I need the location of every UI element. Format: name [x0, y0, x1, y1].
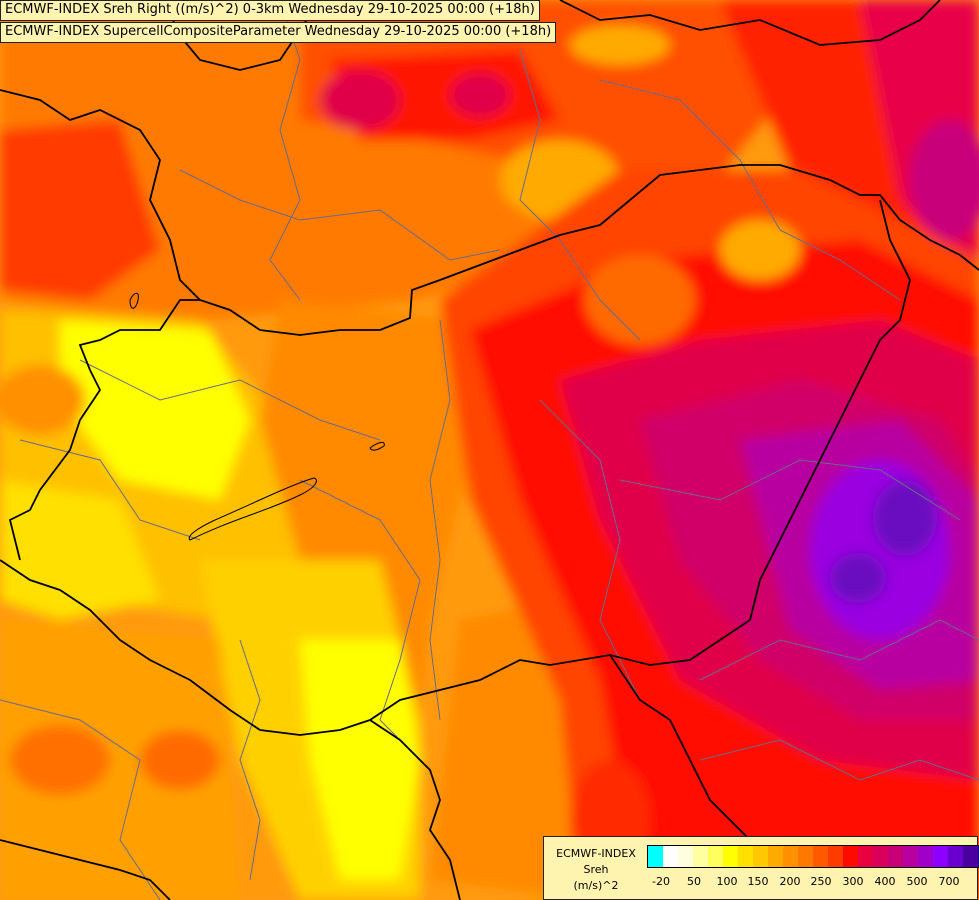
- legend-color-bar: [647, 845, 979, 868]
- legend-tick-label: 400: [874, 875, 896, 888]
- legend-swatch: [798, 846, 813, 867]
- legend-swatch: [663, 846, 678, 867]
- legend-model: ECMWF-INDEX: [556, 847, 636, 860]
- legend-unit: (m/s)^2: [573, 879, 619, 892]
- legend-tick-label: 200: [779, 875, 801, 888]
- legend-swatch: [783, 846, 798, 867]
- legend-swatch: [918, 846, 933, 867]
- legend-tick-label: 500: [906, 875, 928, 888]
- legend-swatch: [678, 846, 693, 867]
- legend-swatch: [738, 846, 753, 867]
- legend-tick-label: 50: [687, 875, 701, 888]
- color-legend: ECMWF-INDEX Sreh (m/s)^2 -20 50 100 150 200 2…: [543, 836, 979, 900]
- legend-swatch: [948, 846, 963, 867]
- legend-swatch: [873, 846, 888, 867]
- legend-swatch: [813, 846, 828, 867]
- legend-swatch: [723, 846, 738, 867]
- legend-swatch: [828, 846, 843, 867]
- legend-tick-label: 100: [716, 875, 738, 888]
- legend-tick-label: 250: [810, 875, 832, 888]
- legend-swatch: [963, 846, 978, 867]
- lakes: [129, 292, 385, 541]
- legend-swatch: [843, 846, 858, 867]
- legend-tick-label: 700: [938, 875, 960, 888]
- legend-swatch: [903, 846, 918, 867]
- map-title-line-1: ECMWF-INDEX Sreh Right ((m/s)^2) 0-3km W…: [0, 0, 540, 21]
- legend-swatch: [768, 846, 783, 867]
- map-title-line-2: ECMWF-INDEX SupercellCompositeParameter …: [0, 22, 557, 43]
- legend-swatch: [888, 846, 903, 867]
- legend-swatch: [933, 846, 948, 867]
- legend-swatch: [858, 846, 873, 867]
- legend-tick-label: -20: [652, 875, 670, 888]
- legend-swatch: [708, 846, 723, 867]
- legend-swatch: [693, 846, 708, 867]
- legend-variable: Sreh: [583, 863, 609, 876]
- legend-label: ECMWF-INDEX Sreh (m/s)^2: [548, 846, 644, 894]
- legend-swatch: [648, 846, 663, 867]
- legend-swatch: [753, 846, 768, 867]
- legend-tick-label: 300: [842, 875, 864, 888]
- legend-tick-label: 150: [747, 875, 769, 888]
